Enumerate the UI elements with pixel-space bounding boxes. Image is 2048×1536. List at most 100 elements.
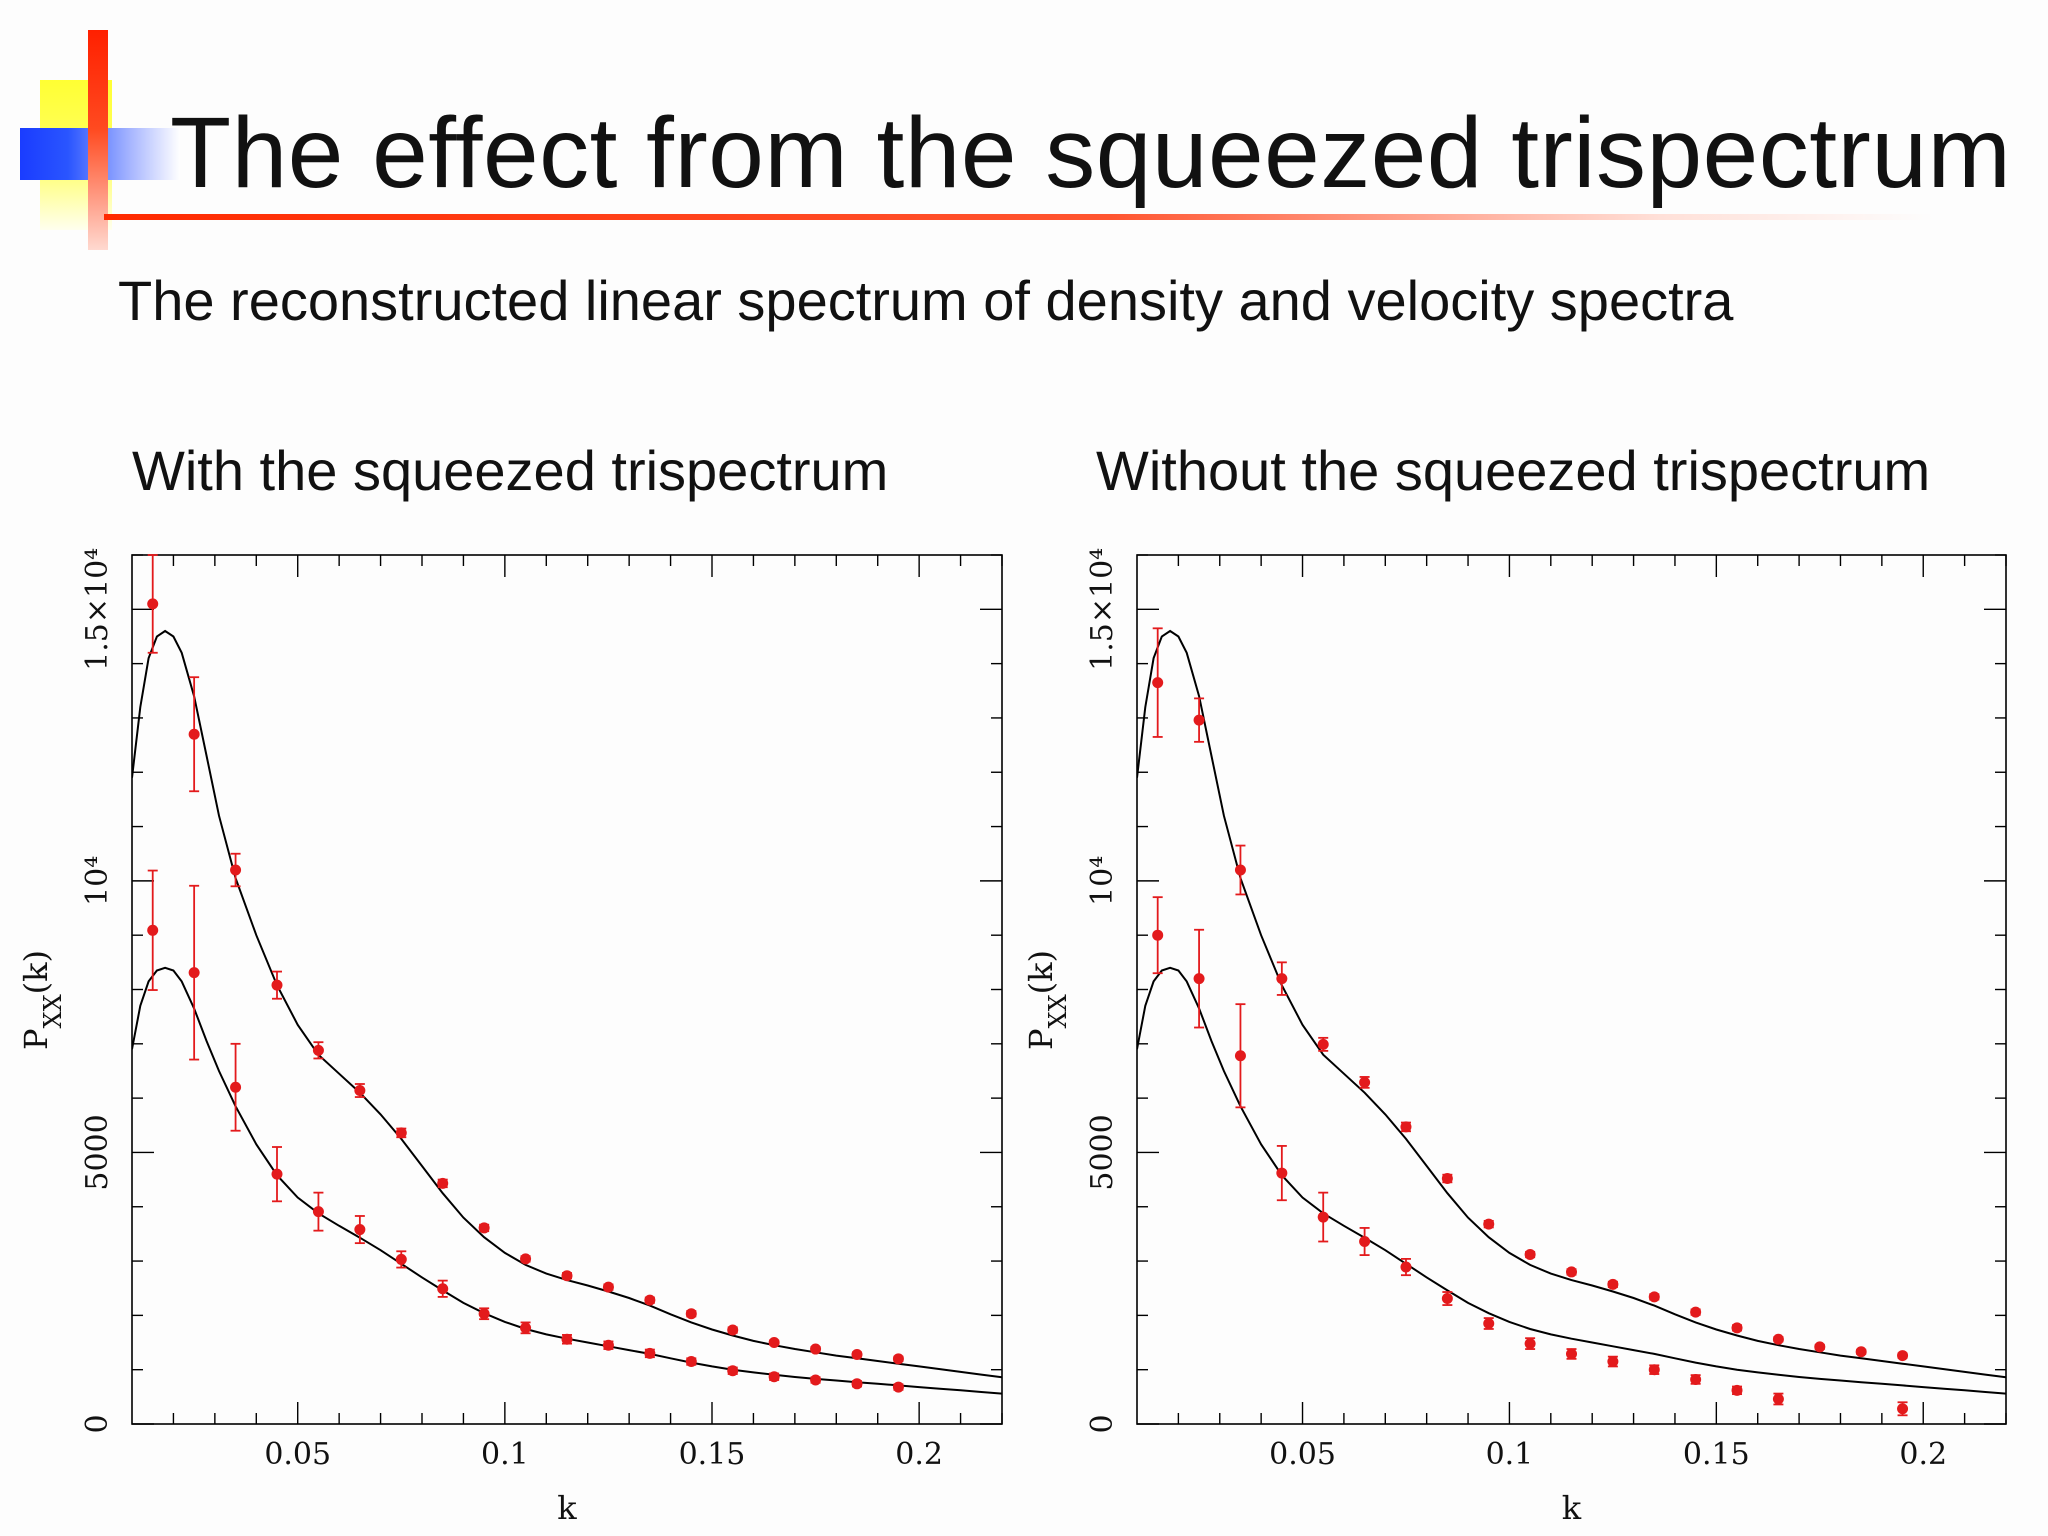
right-data-point-2 [1690, 1373, 1702, 1385]
left-y-tick-label: 0 [80, 1414, 115, 1433]
right-x-tick-label: 0.05 [1269, 1437, 1336, 1472]
left-x-tick-label: 0.15 [679, 1437, 746, 1472]
right-data-point-2 [1441, 1293, 1453, 1305]
left-data-point-1 [437, 1177, 449, 1189]
right-theory-curve-2 [1137, 966, 2006, 1395]
right-data-point-2 [1152, 929, 1164, 941]
left-data-point-1 [892, 1353, 904, 1365]
right-data-point-1 [1152, 677, 1164, 689]
right-x-tick-label: 0.15 [1683, 1437, 1750, 1472]
right-data-point-2 [1317, 1211, 1329, 1223]
right-data-point-2 [1483, 1318, 1495, 1330]
title-underline [104, 214, 1934, 220]
right-data-point-2 [1276, 1167, 1288, 1179]
left-data-point-2 [520, 1322, 532, 1334]
left-data-point-2 [561, 1333, 573, 1345]
right-data-point-1 [1814, 1341, 1826, 1353]
right-y-tick-label: 1.5×10⁴ [1085, 548, 1120, 671]
left-x-axis-label: k [557, 1489, 577, 1527]
left-data-point-1 [644, 1294, 656, 1306]
left-data-point-2 [685, 1356, 697, 1368]
panel-title-left: With the squeezed trispectrum [132, 439, 889, 502]
right-data-point-1 [1566, 1266, 1577, 1278]
slide-subtitle: The reconstructed linear spectrum of den… [118, 269, 1734, 332]
right-data-point-1 [1317, 1038, 1329, 1050]
right-y-tick-label: 0 [1085, 1414, 1120, 1433]
left-data-point-2 [354, 1224, 366, 1236]
left-data-point-1 [312, 1044, 324, 1056]
left-data-point-1 [810, 1343, 822, 1355]
left-data-point-1 [271, 979, 283, 991]
left-data-point-1 [685, 1308, 697, 1320]
left-data-point-1 [395, 1127, 407, 1139]
right-x-axis-label: k [1562, 1489, 1582, 1527]
left-data-point-2 [892, 1381, 904, 1393]
title-decoration-red-vertical [88, 30, 108, 250]
left-data-point-1 [478, 1222, 490, 1234]
left-data-point-1 [768, 1337, 780, 1349]
left-data-point-2 [271, 1168, 283, 1180]
right-data-point-1 [1690, 1306, 1702, 1318]
right-theory-curve-1 [1137, 629, 2006, 1379]
left-data-point-1 [561, 1270, 573, 1282]
right-data-point-1 [1234, 864, 1246, 876]
right-data-point-2 [1607, 1356, 1619, 1368]
left-data-point-2 [768, 1371, 780, 1383]
left-y-tick-label: 5000 [80, 1114, 115, 1190]
right-data-point-1 [1400, 1121, 1412, 1133]
right-data-point-2 [1566, 1348, 1577, 1360]
left-data-point-1 [354, 1085, 366, 1097]
right-data-point-2 [1897, 1403, 1909, 1415]
right-data-point-1 [1193, 714, 1205, 726]
left-data-point-2 [437, 1283, 449, 1295]
right-data-point-1 [1524, 1249, 1536, 1261]
right-data-point-2 [1772, 1393, 1784, 1405]
right-data-point-2 [1731, 1384, 1743, 1396]
left-data-point-2 [395, 1253, 407, 1265]
panel-title-right: Without the squeezed trispectrum [1096, 439, 1931, 502]
left-data-point-2 [810, 1374, 822, 1386]
right-data-point-1 [1607, 1278, 1619, 1290]
right-y-tick-label: 5000 [1085, 1114, 1120, 1190]
left-data-point-1 [230, 864, 242, 876]
left-data-point-2 [478, 1308, 490, 1320]
left-data-point-2 [727, 1365, 739, 1377]
right-data-point-1 [1648, 1291, 1660, 1303]
right-data-point-2 [1234, 1050, 1246, 1062]
right-data-point-2 [1193, 973, 1205, 985]
left-data-point-1 [520, 1253, 532, 1265]
left-data-point-2 [312, 1206, 324, 1218]
right-plot-frame [1136, 554, 2007, 1425]
right-y-axis-label: PXX(k) [1022, 950, 1072, 1050]
right-data-point-1 [1359, 1076, 1371, 1088]
right-data-point-2 [1648, 1364, 1660, 1376]
left-data-point-1 [188, 728, 200, 740]
left-data-point-2 [851, 1378, 863, 1390]
right-x-tick-label: 0.1 [1486, 1437, 1534, 1472]
right-data-point-1 [1276, 973, 1288, 985]
right-data-point-1 [1855, 1346, 1867, 1358]
right-data-point-2 [1400, 1261, 1412, 1273]
right-data-point-1 [1441, 1173, 1453, 1185]
left-data-point-2 [644, 1347, 656, 1359]
left-data-point-2 [147, 924, 159, 936]
left-theory-curve-2 [132, 966, 1002, 1395]
slide-title: The effect from the squeezed trispectrum [170, 97, 2012, 209]
right-data-point-2 [1359, 1236, 1371, 1248]
left-y-tick-label: 10⁴ [80, 856, 115, 906]
left-x-tick-label: 0.2 [895, 1437, 943, 1472]
left-data-point-2 [230, 1081, 242, 1093]
right-x-tick-label: 0.2 [1899, 1437, 1947, 1472]
right-data-point-2 [1524, 1338, 1536, 1350]
left-data-point-2 [602, 1339, 614, 1351]
right-data-point-1 [1483, 1218, 1495, 1230]
left-theory-curve-1 [132, 629, 1002, 1379]
right-data-point-1 [1897, 1350, 1909, 1362]
left-data-point-1 [147, 598, 159, 610]
left-data-point-1 [727, 1324, 739, 1336]
left-data-point-2 [188, 967, 200, 979]
right-data-point-1 [1772, 1333, 1784, 1345]
left-data-point-1 [602, 1281, 614, 1293]
